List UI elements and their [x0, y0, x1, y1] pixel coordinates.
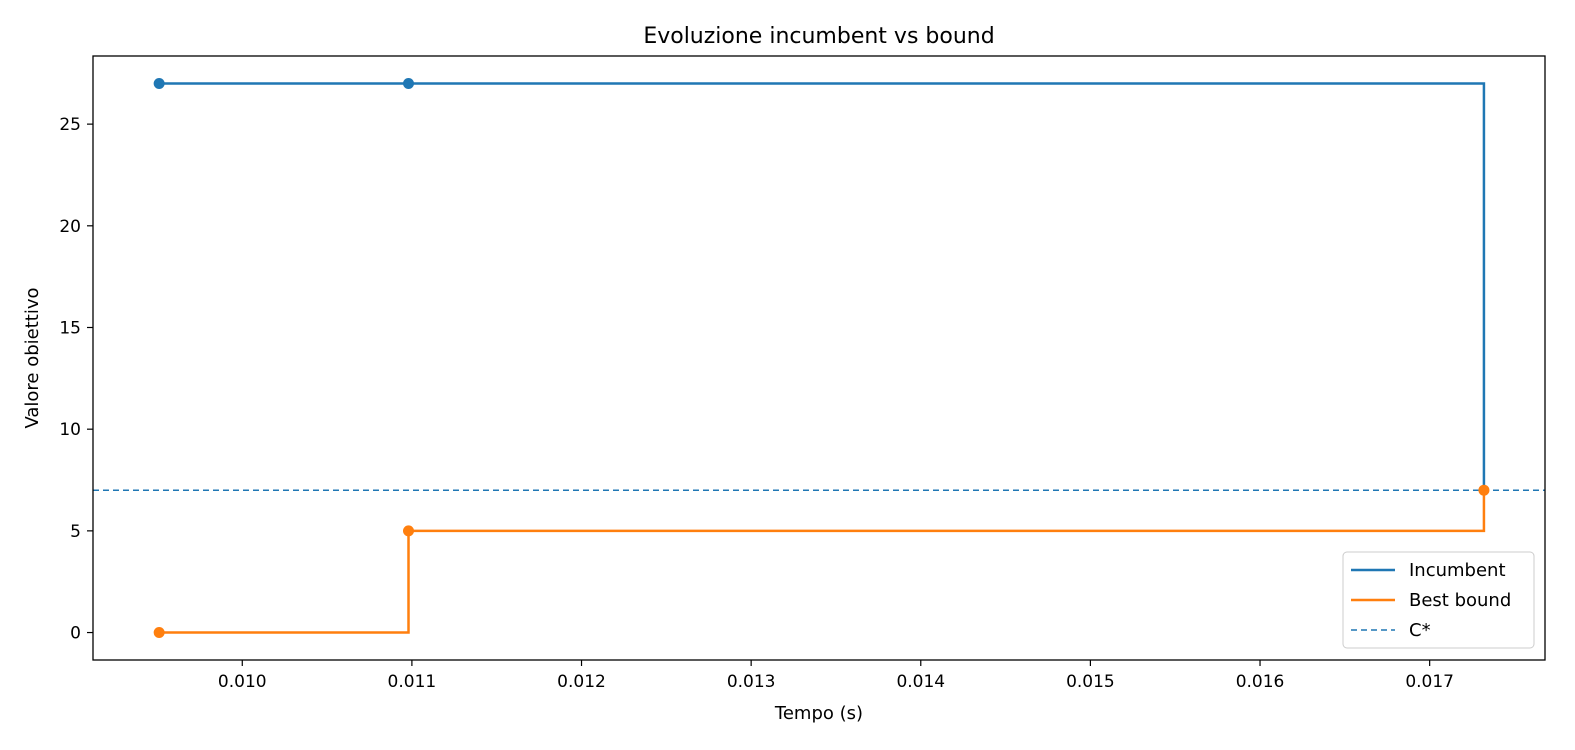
data-point-incumbent-0 [153, 77, 165, 89]
series-line-incumbent [159, 82, 1486, 491]
x-tick-label: 0.016 [1236, 672, 1285, 692]
y-tick-label: 15 [59, 318, 81, 338]
x-tick-label: 0.011 [388, 672, 437, 692]
data-point-best-bound-2 [1478, 484, 1490, 496]
plot-area [92, 55, 1546, 661]
data-point-incumbent-1 [403, 77, 415, 89]
legend-label-best-bound: Best bound [1409, 590, 1511, 611]
data-point-best-bound-0 [153, 627, 165, 639]
x-axis-label: Tempo (s) [774, 703, 863, 724]
plot-frame [92, 55, 1546, 661]
x-tick-label: 0.015 [1066, 672, 1115, 692]
y-tick-label: 5 [70, 522, 81, 542]
chart-title: Evoluzione incumbent vs bound [643, 24, 994, 49]
x-axis-ticks: 0.010 0.011 0.012 0.013 0.014 0.015 0.016 0.017 [218, 660, 1454, 692]
x-tick-label: 0.013 [727, 672, 776, 692]
x-tick-label: 0.010 [218, 672, 267, 692]
marker-layer [153, 77, 1490, 639]
y-tick-label: 0 [70, 624, 81, 644]
y-axis-label: Valore obiettivo [22, 287, 43, 428]
legend-label-c-star: C* [1409, 620, 1431, 641]
y-tick-label: 20 [59, 217, 81, 237]
y-tick-label: 10 [59, 420, 81, 440]
legend-label-incumbent: Incumbent [1409, 560, 1506, 581]
legend: Incumbent Best bound C* [1342, 551, 1535, 649]
x-tick-label: 0.014 [896, 672, 945, 692]
y-tick-label: 25 [59, 115, 81, 135]
legend-box [1342, 551, 1535, 649]
y-axis-ticks: 0 5 10 15 20 25 [59, 115, 93, 644]
x-tick-label: 0.017 [1405, 672, 1454, 692]
x-tick-label: 0.012 [557, 672, 606, 692]
data-point-best-bound-1 [403, 525, 415, 537]
